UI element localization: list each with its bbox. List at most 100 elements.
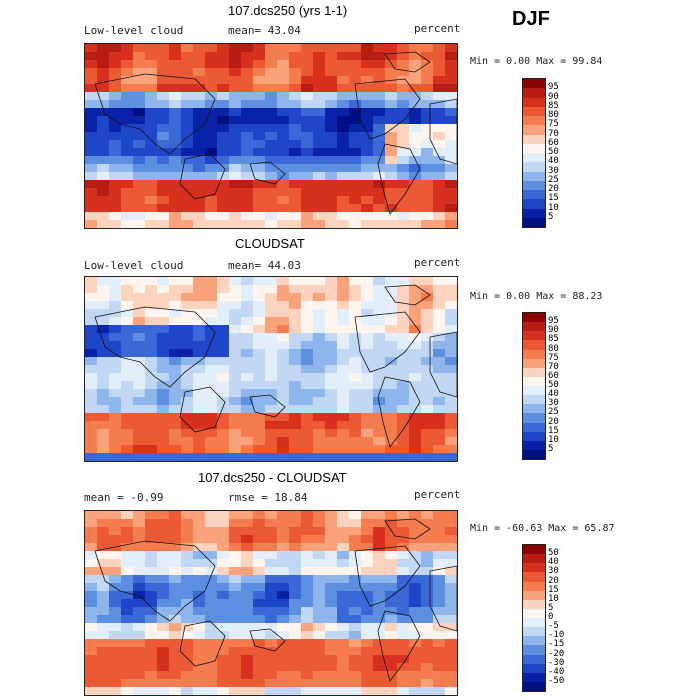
colorbar-tick-label: 90 [548, 91, 559, 102]
colorbar-tick-label: 50 [548, 380, 559, 390]
panel-3-colorbar [522, 544, 546, 692]
colorbar-tick-label: 95 [548, 82, 559, 93]
colorbar-tick-label: 60 [548, 370, 559, 381]
colorbar-segment [523, 349, 545, 359]
colorbar-segment [523, 358, 545, 368]
colorbar-tick-label: 25 [548, 407, 559, 418]
colorbar-tick-label: -5 [548, 621, 559, 632]
colorbar-tick-label: 80 [548, 343, 559, 354]
panel-1-title: 107.dcs250 (yrs 1-1) [228, 3, 348, 18]
colorbar-segment [523, 190, 545, 200]
colorbar-segment [523, 449, 545, 459]
panel-3-minmax: Min = -60.63 Max = 65.87 [470, 523, 615, 534]
colorbar-tick-label: 70 [548, 361, 559, 372]
colorbar-segment [523, 340, 545, 350]
colorbar-tick-label: -30 [548, 657, 565, 668]
panel-2-minmax: Min = 0.00 Max = 88.23 [470, 291, 603, 302]
colorbar-segment [523, 367, 545, 377]
colorbar-tick-label: 20 [548, 416, 559, 427]
panel-2-units: percent [414, 256, 461, 269]
colorbar-tick-label: 30 [548, 398, 559, 409]
colorbar-segment [523, 599, 545, 609]
colorbar-tick-label: -40 [548, 666, 565, 677]
colorbar-segment [523, 681, 545, 691]
colorbar-tick-label: 15 [548, 193, 559, 204]
colorbar-segment [523, 581, 545, 591]
colorbar-tick-label: 30 [548, 566, 559, 577]
colorbar-segment [523, 162, 545, 172]
panel-3-title: 107.dcs250 - CLOUDSAT [198, 470, 347, 485]
colorbar-tick-label: 10 [548, 434, 559, 445]
colorbar-tick-label: -15 [548, 639, 565, 650]
panel-2-map [84, 276, 458, 462]
colorbar-segment [523, 636, 545, 646]
colorbar-tick-label: 15 [548, 584, 559, 595]
colorbar-segment [523, 322, 545, 332]
panel-1-variable: Low-level cloud [84, 24, 184, 37]
colorbar-tick-label: 5 [548, 443, 554, 454]
colorbar-segment [523, 618, 545, 628]
colorbar-segment [523, 153, 545, 163]
colorbar-tick-label: 15 [548, 425, 559, 436]
colorbar-tick-label: 85 [548, 334, 559, 345]
colorbar-segment [523, 143, 545, 153]
panel-1-minmax: Min = 0.00 Max = 99.84 [470, 56, 603, 67]
colorbar-segment [523, 545, 545, 555]
colorbar-tick-label: 60 [548, 137, 559, 148]
panel-1-units: percent [414, 22, 461, 35]
panel-3-map [84, 510, 458, 696]
colorbar-tick-label: 40 [548, 389, 559, 400]
colorbar-tick-label: 70 [548, 128, 559, 139]
colorbar-tick-label: -20 [548, 648, 565, 659]
colorbar-tick-label: 40 [548, 557, 559, 568]
colorbar-tick-label: 75 [548, 352, 559, 363]
colorbar-segment [523, 97, 545, 107]
colorbar-segment [523, 431, 545, 441]
colorbar-segment [523, 88, 545, 98]
colorbar-segment [523, 116, 545, 126]
colorbar-segment [523, 199, 545, 209]
colorbar-segment [523, 563, 545, 573]
colorbar-tick-label: 20 [548, 184, 559, 194]
colorbar-tick-label: 85 [548, 100, 559, 111]
colorbar-segment [523, 134, 545, 144]
colorbar-segment [523, 386, 545, 396]
colorbar-tick-label: -10 [548, 630, 565, 641]
colorbar-segment [523, 180, 545, 190]
colorbar-segment [523, 422, 545, 432]
panel-3-units: percent [414, 488, 461, 501]
colorbar-segment [523, 171, 545, 181]
colorbar-segment [523, 395, 545, 405]
colorbar-segment [523, 79, 545, 89]
colorbar-tick-label: 90 [548, 325, 559, 336]
colorbar-tick-label: 95 [548, 316, 559, 327]
colorbar-segment [523, 672, 545, 682]
colorbar-segment [523, 217, 545, 227]
colorbar-tick-label: 10 [548, 202, 559, 213]
panel-2-title: CLOUDSAT [235, 236, 305, 251]
colorbar-tick-label: 5 [548, 602, 554, 613]
colorbar-segment [523, 208, 545, 218]
colorbar-tick-label: 75 [548, 119, 559, 130]
colorbar-segment [523, 663, 545, 673]
colorbar-segment [523, 554, 545, 564]
panel-1-colorbar [522, 78, 546, 228]
colorbar-segment [523, 404, 545, 414]
colorbar-segment [523, 608, 545, 618]
panel-2-mean: mean= 44.03 [228, 259, 301, 272]
colorbar-segment [523, 590, 545, 600]
colorbar-tick-label: 25 [548, 174, 559, 185]
colorbar-tick-label: 0 [548, 612, 554, 622]
colorbar-tick-label: 10 [548, 593, 559, 604]
season-label: DJF [512, 8, 550, 30]
panel-2-colorbar [522, 312, 546, 460]
colorbar-tick-label: 80 [548, 110, 559, 120]
panel-1-mean: mean= 43.04 [228, 24, 301, 37]
colorbar-segment [523, 627, 545, 637]
colorbar-segment [523, 654, 545, 664]
colorbar-segment [523, 440, 545, 450]
panel-3-mean: mean = -0.99 [84, 491, 164, 504]
panel-2-variable: Low-level cloud [84, 259, 184, 272]
colorbar-segment [523, 645, 545, 655]
colorbar-tick-label: -50 [548, 675, 565, 686]
